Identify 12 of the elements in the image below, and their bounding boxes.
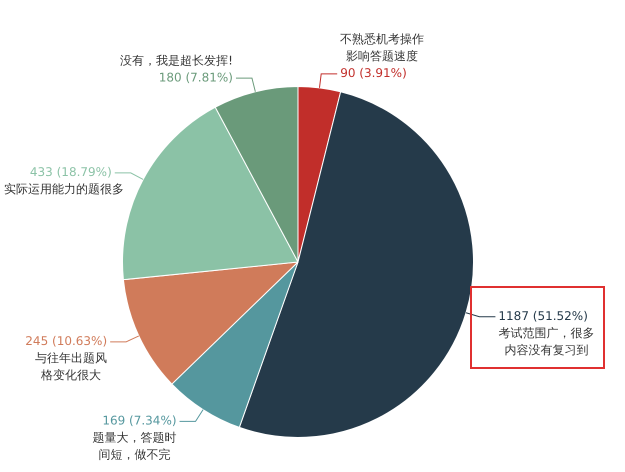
data-label: 1187 (51.52%) <box>498 308 588 323</box>
slice-label: 没有，我是超长发挥! <box>120 53 233 68</box>
data-label: 169 (7.34%) <box>102 414 177 428</box>
slice-label: 题量大，答题时间短，做不完 <box>92 430 177 462</box>
data-label: 90 (3.91%) <box>340 66 407 80</box>
slice-label: 考试范围广，很多内容没有复习到 <box>498 326 594 357</box>
slice-label: 与往年出题风格变化很大 <box>35 350 108 382</box>
data-label: 433 (18.79%) <box>30 165 112 180</box>
slice-label: 不熟悉机考操作影响答题速度 <box>340 32 424 64</box>
data-label: 245 (10.63%) <box>25 334 108 348</box>
data-label: 180 (7.81%) <box>158 70 233 84</box>
slice-label: 实际运用能力的题很多 <box>4 182 124 196</box>
